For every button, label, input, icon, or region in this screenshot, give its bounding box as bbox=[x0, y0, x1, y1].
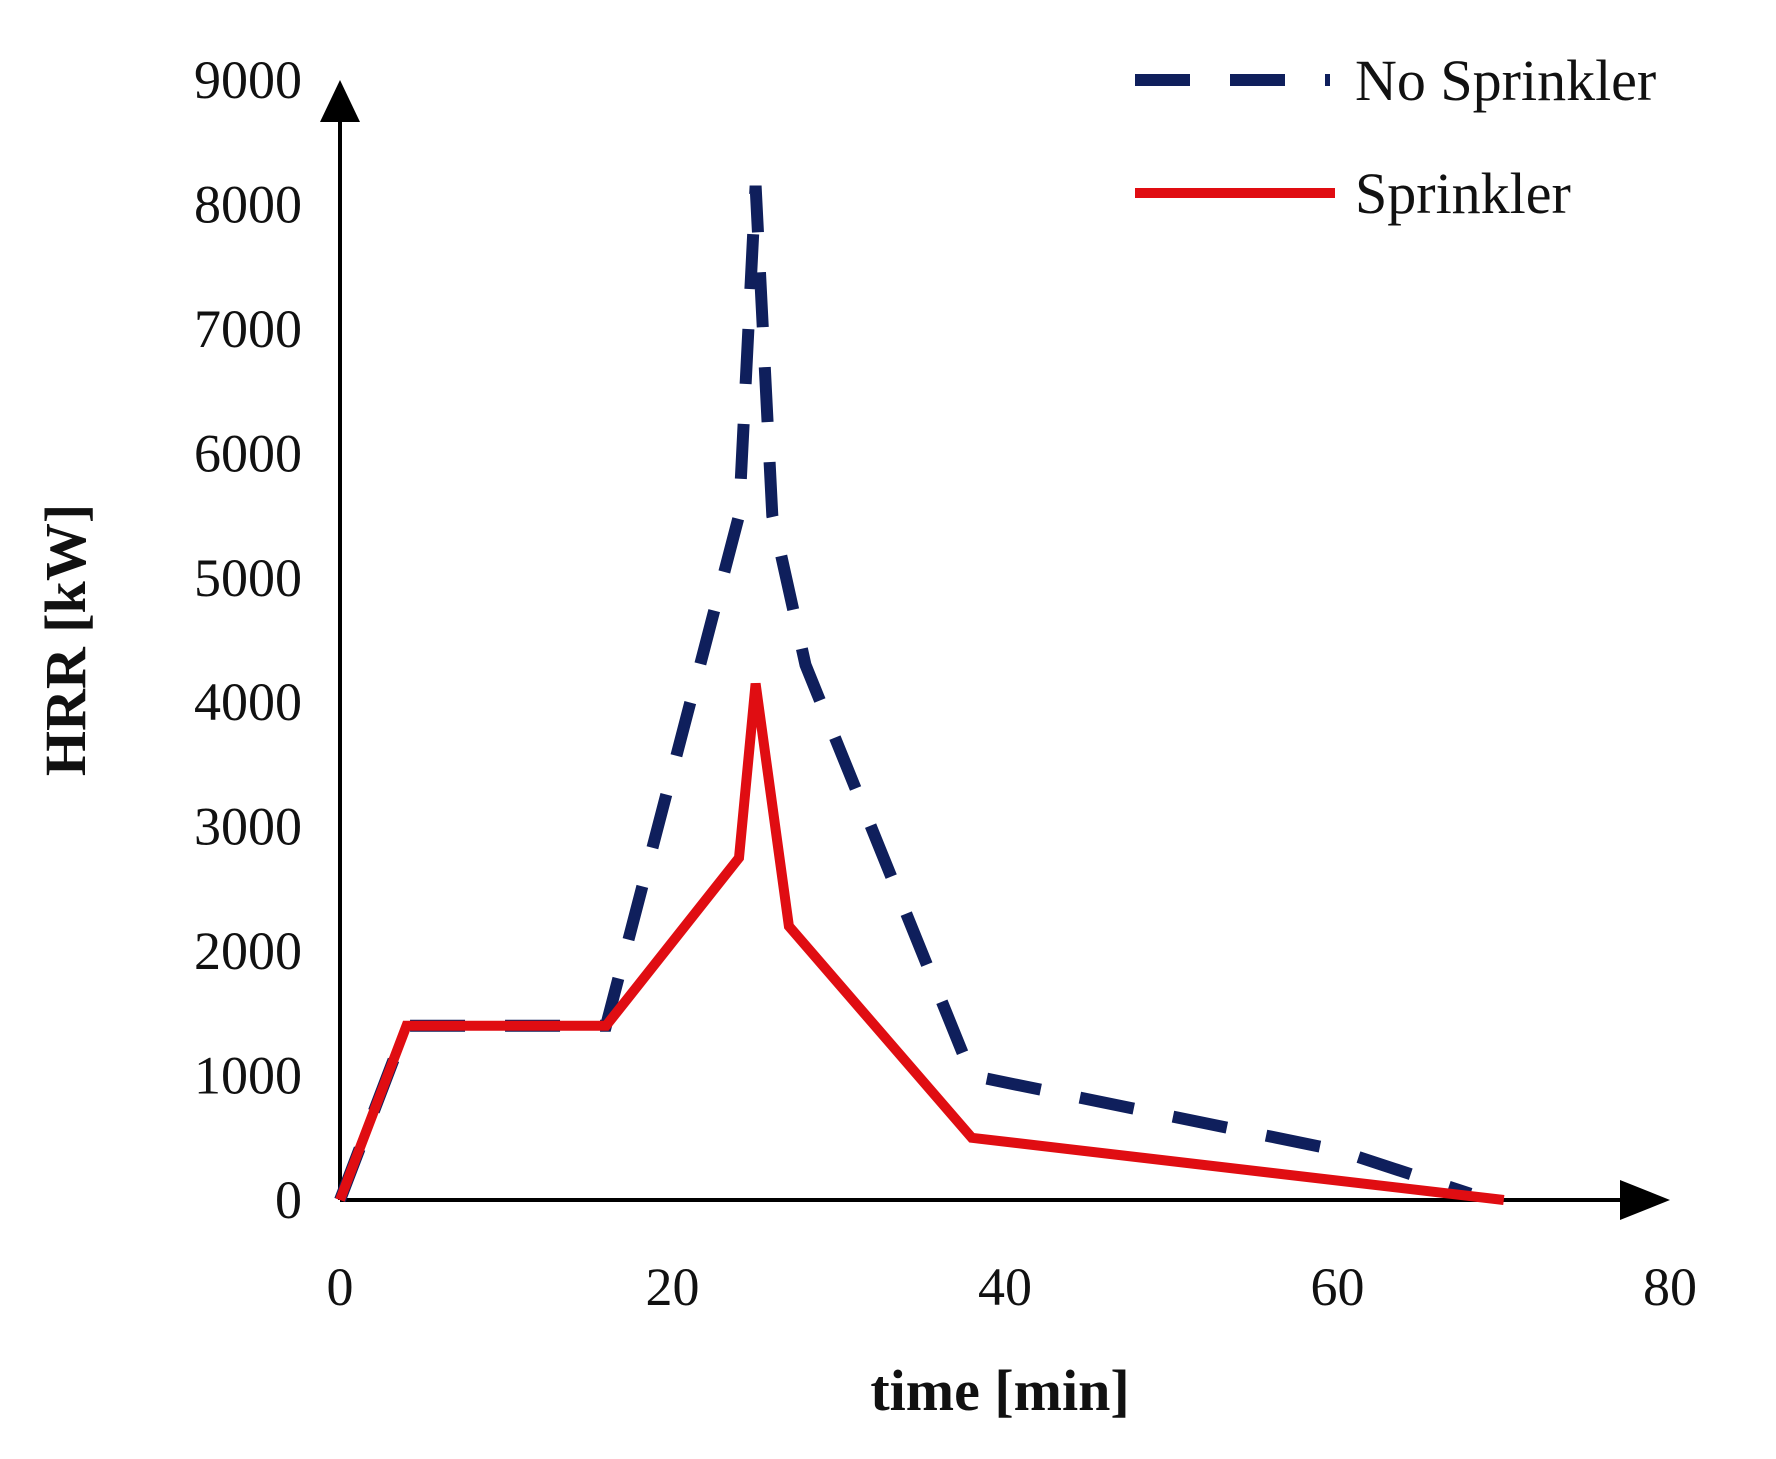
x-tick-label: 20 bbox=[646, 1257, 700, 1317]
x-tick-label: 0 bbox=[327, 1257, 354, 1317]
y-tick-label: 2000 bbox=[194, 921, 302, 981]
y-tick-label: 0 bbox=[275, 1170, 302, 1230]
y-tick-label: 9000 bbox=[194, 50, 302, 110]
series-line-sprinkler bbox=[335, 682, 1505, 1205]
y-tick-label: 5000 bbox=[194, 548, 302, 608]
x-tick-label: 60 bbox=[1311, 1257, 1365, 1317]
legend-label-no-sprinkler: No Sprinkler bbox=[1355, 48, 1656, 113]
axes bbox=[320, 80, 1670, 1220]
x-tick-label: 40 bbox=[978, 1257, 1032, 1317]
y-tick-label: 3000 bbox=[194, 797, 302, 857]
y-tick-label: 1000 bbox=[194, 1046, 302, 1106]
legend-label-sprinkler: Sprinkler bbox=[1355, 161, 1571, 226]
y-tick-label: 8000 bbox=[194, 174, 302, 234]
x-axis-arrow bbox=[1620, 1180, 1670, 1220]
x-axis-title: time [min] bbox=[870, 1358, 1129, 1423]
y-tick-label: 7000 bbox=[194, 299, 302, 359]
series-line-no-sprinkler bbox=[334, 185, 1473, 1203]
tick-labels: 0 20 40 60 80 0 1000 2000 3000 4000 5000 6000 7000 80… bbox=[194, 50, 1697, 1317]
legend: No Sprinkler Sprinkler bbox=[1135, 48, 1656, 226]
y-axis-title: HRR [kW] bbox=[33, 504, 98, 776]
x-tick-label: 80 bbox=[1643, 1257, 1697, 1317]
y-tick-label: 4000 bbox=[194, 672, 302, 732]
series-lines bbox=[334, 185, 1505, 1205]
y-tick-label: 6000 bbox=[194, 423, 302, 483]
y-axis-arrow bbox=[320, 80, 360, 122]
